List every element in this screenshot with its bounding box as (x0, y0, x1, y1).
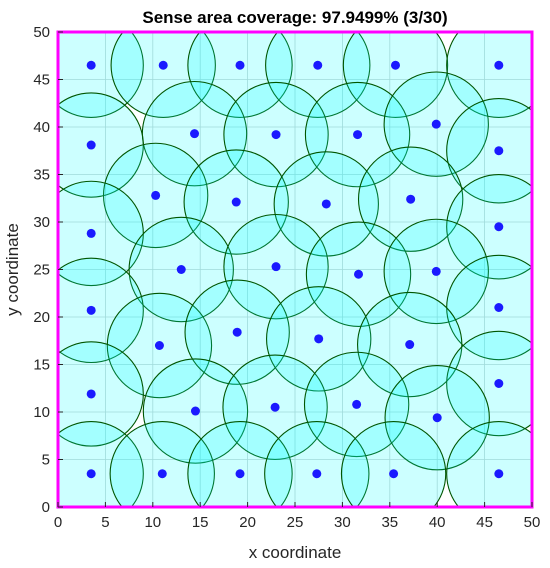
y-tick-label: 25 (33, 262, 50, 279)
sensor-node (494, 303, 504, 312)
sensor-node (494, 60, 504, 70)
sensing-circle (265, 32, 371, 118)
y-tick-label: 30 (33, 214, 50, 231)
x-tick-label: 10 (144, 514, 161, 531)
sensor-node (232, 327, 242, 337)
sensor-node (154, 341, 164, 350)
sensing-circle (446, 98, 532, 204)
x-tick-label: 5 (101, 514, 109, 531)
sensing-circle (58, 341, 144, 447)
sensing-circle (58, 421, 144, 507)
x-tick-label: 50 (524, 514, 541, 531)
x-tick-label: 40 (429, 514, 446, 531)
axis-ticks: 0 5 10 15 20 25 30 35 40 45 50 0 5 10 15 20 25 30 35 40 45 50 (33, 24, 540, 531)
chart-title: Sense area coverage: 97.9499% (3/30) (142, 8, 447, 27)
x-tick-label: 45 (476, 514, 493, 531)
sensor-node (354, 269, 364, 279)
sensor-node (86, 469, 96, 479)
y-tick-label: 20 (33, 309, 50, 326)
y-tick-label: 45 (33, 72, 50, 89)
sensing-circle (340, 421, 447, 507)
sensor-node (86, 305, 96, 315)
sensor-node (352, 399, 362, 409)
sensor-node (494, 469, 504, 479)
sensing-circle (187, 32, 293, 118)
y-tick-label: 40 (33, 119, 50, 136)
sensor-node (431, 266, 441, 276)
sensor-node (86, 389, 96, 399)
sensing-circle (58, 257, 144, 364)
sensor-node (270, 402, 280, 412)
x-tick-label: 25 (287, 514, 304, 531)
sensing-circle (58, 32, 144, 118)
sensing-circle (446, 174, 532, 280)
sensor-node (271, 130, 281, 140)
sensor-node (176, 265, 186, 274)
sensor-nodes (86, 60, 504, 479)
y-tick-label: 5 (42, 452, 50, 469)
sensor-node (231, 197, 241, 207)
sensor-node (389, 469, 399, 479)
sensor-node (314, 334, 324, 344)
sensing-circle (446, 32, 532, 118)
x-tick-label: 20 (239, 514, 256, 531)
sensor-node (86, 140, 96, 150)
x-axis-label: x coordinate (249, 543, 342, 562)
sensor-node (190, 406, 200, 416)
sensor-node (390, 60, 400, 70)
sensor-node (405, 340, 415, 350)
x-tick-label: 15 (192, 514, 209, 531)
sensor-node (406, 194, 416, 204)
sensor-node (235, 60, 245, 70)
sensor-node (158, 60, 168, 70)
sensor-node (321, 199, 331, 209)
y-axis-label: y coordinate (3, 223, 22, 316)
x-tick-label: 0 (54, 514, 62, 531)
sensor-node (431, 119, 441, 129)
sensor-node (190, 129, 200, 139)
sensing-circle (109, 421, 215, 507)
sensor-node (353, 130, 363, 140)
sensor-node (271, 262, 281, 272)
sensor-node (432, 413, 442, 423)
y-tick-label: 0 (42, 499, 50, 516)
sensor-node (86, 60, 96, 70)
coverage-circles (58, 32, 532, 507)
sensor-node (235, 469, 245, 479)
y-tick-label: 10 (33, 404, 50, 421)
sensor-node (151, 190, 161, 200)
sensing-circle (446, 421, 532, 507)
sensor-node (313, 60, 323, 70)
y-tick-label: 15 (33, 357, 50, 374)
y-tick-label: 50 (33, 24, 50, 41)
sensing-circle (342, 32, 449, 118)
y-tick-label: 35 (33, 167, 50, 184)
x-tick-label: 35 (381, 514, 398, 531)
sensor-node (86, 228, 96, 238)
sensor-node (494, 222, 504, 232)
sensor-node (312, 469, 322, 479)
x-tick-label: 30 (334, 514, 351, 531)
sensor-node (494, 379, 504, 388)
sensor-node (494, 146, 504, 156)
sensing-circle (446, 330, 532, 437)
sensor-node (157, 469, 167, 479)
